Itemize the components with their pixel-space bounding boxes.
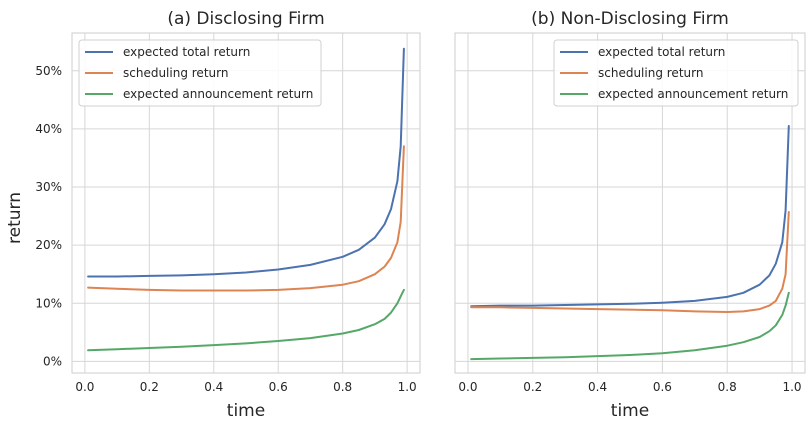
series-line-2 xyxy=(87,288,405,352)
x-tick-label: 0.0 xyxy=(458,380,477,394)
y-tick-label: 50% xyxy=(35,64,62,78)
y-tick-label: 0% xyxy=(43,354,62,368)
legend: expected total return scheduling return ex… xyxy=(553,39,799,107)
legend-entry: expected announcement return xyxy=(598,87,788,101)
legend: expected total return scheduling return ex… xyxy=(78,39,322,107)
x-tick-label: 1.0 xyxy=(398,380,417,394)
chart-title: (b) Non-Disclosing Firm xyxy=(531,9,729,29)
series-line-0 xyxy=(470,125,790,308)
x-tick-label: 0.4 xyxy=(204,380,223,394)
series-line-2 xyxy=(470,291,790,361)
x-tick-label: 0.2 xyxy=(140,380,159,394)
panel-non-disclosing-firm: 0.0 0.2 0.4 0.6 0.8 1.0 (b) Non-Disclosing Fir… xyxy=(454,9,806,421)
legend-box xyxy=(78,39,322,107)
x-tick-label: 0.8 xyxy=(333,380,352,394)
series-line-1 xyxy=(470,211,790,313)
chart-title: (a) Disclosing Firm xyxy=(167,9,324,29)
legend-entry: expected total return xyxy=(123,45,250,59)
x-tick-label: 0.6 xyxy=(653,380,672,394)
x-tick-label: 0.8 xyxy=(718,380,737,394)
legend-entry: expected announcement return xyxy=(123,87,313,101)
x-tick-label: 0.6 xyxy=(269,380,288,394)
legend-entry: scheduling return xyxy=(598,66,703,80)
x-tick-label: 0.0 xyxy=(75,380,94,394)
x-tick-label: 0.2 xyxy=(523,380,542,394)
y-tick-label: 40% xyxy=(35,122,62,136)
legend-entry: expected total return xyxy=(598,45,725,59)
series-line-1 xyxy=(87,145,405,292)
y-tick-label: 30% xyxy=(35,180,62,194)
panel-disclosing-firm: 0.0 0.2 0.4 0.6 0.8 1.0 0% 10% 20% 30% 40% 50% (a) D… xyxy=(35,9,421,421)
legend-entry: scheduling return xyxy=(123,66,228,80)
x-axis-label: time xyxy=(611,401,649,421)
x-tick-label: 0.4 xyxy=(588,380,607,394)
y-tick-label: 20% xyxy=(35,238,62,252)
y-axis-label: return xyxy=(5,192,25,244)
series-line-0 xyxy=(87,47,405,278)
y-tick-label: 10% xyxy=(35,296,62,310)
x-axis-label: time xyxy=(227,401,265,421)
legend-box xyxy=(553,39,799,107)
x-tick-label: 1.0 xyxy=(782,380,801,394)
